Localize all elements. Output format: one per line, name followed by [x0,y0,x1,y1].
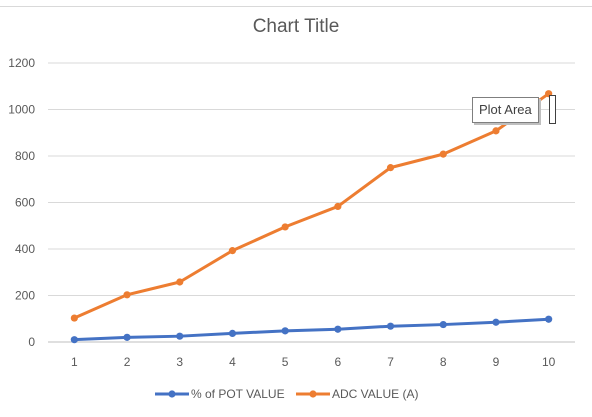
x-tick-label: 8 [440,355,447,369]
window-edge [0,0,592,7]
data-point [176,332,184,340]
data-point [386,164,395,172]
data-point [281,327,289,335]
data-point [281,223,289,231]
selection-handle[interactable] [549,95,556,124]
x-tick-label: 3 [176,355,183,369]
x-axis: 1 2 3 4 5 6 7 8 9 10 [71,355,556,369]
data-point [176,278,184,286]
x-tick-label: 1 [71,355,78,369]
gridlines [48,62,575,343]
series-line [72,92,551,320]
x-tick-label: 6 [335,355,342,369]
x-tick-label: 2 [124,355,131,369]
series-line [72,317,551,342]
legend-marker [309,390,317,398]
data-point [123,291,131,299]
data-point [492,127,500,135]
legend-marker [168,390,176,398]
legend: % of POT VALUE ADC VALUE (A) [155,387,418,401]
legend-label: % of POT VALUE [191,387,285,401]
legend-item: ADC VALUE (A) [296,387,418,401]
chart-title[interactable]: Chart Title [252,16,340,37]
y-tick-label: 400 [15,242,35,256]
series-2 [70,90,553,322]
data-point [386,322,395,330]
legend-item: % of POT VALUE [155,387,285,401]
plot-area-tooltip: Plot Area [472,97,539,123]
data-point [492,318,500,326]
x-tick-label: 9 [493,355,500,369]
y-tick-label: 600 [15,196,35,210]
data-point [439,150,447,158]
y-axis: 0 200 400 600 800 1000 1200 [8,56,35,349]
series-layer [70,90,553,344]
data-point [334,325,342,333]
y-tick-label: 0 [28,335,35,349]
y-tick-label: 1000 [8,103,35,117]
legend-label: ADC VALUE (A) [332,387,418,401]
data-point [228,247,237,255]
data-point [228,329,237,337]
x-tick-label: 4 [229,355,236,369]
data-point [70,314,78,322]
x-tick-label: 5 [282,355,289,369]
x-tick-label: 7 [387,355,394,369]
y-tick-label: 200 [15,289,35,303]
data-point [123,333,131,341]
y-tick-label: 1200 [8,56,35,70]
y-tick-label: 800 [15,149,35,163]
series-1 [70,315,553,344]
x-tick-label: 10 [542,355,556,369]
data-point [334,202,342,211]
data-point [545,315,553,323]
data-point [70,336,78,344]
data-point [439,320,447,329]
